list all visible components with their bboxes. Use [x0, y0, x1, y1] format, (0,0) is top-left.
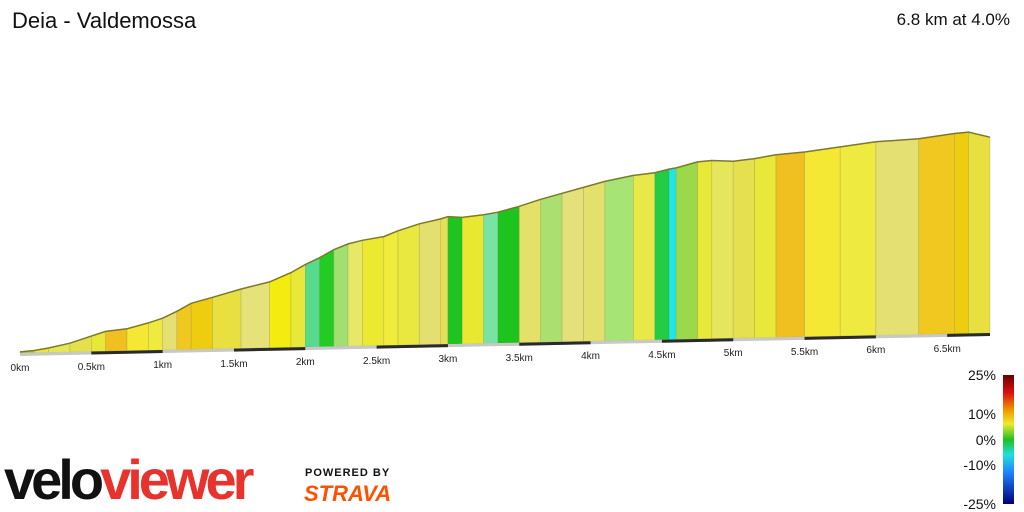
veloviewer-logo: veloviewer	[4, 448, 254, 511]
profile-segment	[212, 288, 242, 350]
x-tick-label: 4.5km	[648, 349, 676, 361]
profile-segment	[304, 257, 320, 348]
profile-segment	[126, 322, 149, 352]
profile-segment	[518, 198, 542, 344]
elevation-chart	[19, 131, 991, 356]
profile-segment	[461, 214, 484, 345]
grade-scale-label: -10%	[963, 457, 996, 474]
profile-segment	[190, 296, 213, 350]
profile-segment	[754, 154, 777, 339]
grade-scale-label: 0%	[975, 431, 996, 448]
profile-segment	[383, 230, 399, 346]
grade-color-scale	[1003, 375, 1014, 504]
route-title: Deia - Valdemossa	[12, 8, 197, 33]
x-tick-label: 6km	[866, 345, 886, 357]
profile-segment	[633, 172, 656, 341]
profile-segment	[968, 131, 991, 334]
profile-segment	[775, 151, 805, 338]
profile-segment	[839, 141, 877, 337]
profile-segment	[397, 223, 420, 346]
x-tick-label: 3km	[438, 354, 458, 366]
profile-segment	[918, 133, 955, 335]
profile-segment	[668, 167, 677, 340]
profile-segment	[497, 205, 520, 344]
route-summary: 6.8 km at 4.0%	[896, 10, 1010, 29]
powered-by-label: POWERED BY	[305, 467, 391, 479]
x-tick-label: 2km	[295, 357, 315, 369]
x-tick-label: 0km	[10, 363, 30, 374]
profile-segment	[875, 138, 920, 336]
profile-segment	[148, 317, 163, 351]
x-tick-label: 6.5km	[933, 343, 961, 355]
profile-segment	[675, 161, 698, 340]
profile-segment	[483, 211, 499, 344]
profile-segment	[333, 243, 349, 347]
profile-segment	[105, 328, 128, 352]
profile-segment	[540, 192, 563, 343]
x-tick-label: 3.5km	[505, 352, 533, 364]
distance-marker	[233, 347, 306, 352]
x-tick-label: 5.5km	[790, 346, 819, 358]
profile-segment	[583, 181, 606, 342]
grade-scale-label: 25%	[967, 367, 996, 383]
profile-segment	[804, 146, 841, 338]
distance-marker	[661, 338, 734, 343]
profile-segment	[269, 272, 292, 349]
distance-marker	[519, 341, 591, 346]
profile-segment	[419, 218, 442, 346]
profile-outline	[19, 131, 991, 353]
profile-segment	[654, 168, 670, 341]
profile-segment	[697, 160, 713, 340]
profile-segment	[240, 281, 270, 349]
x-tick-label: 4km	[581, 351, 601, 363]
profile-segment	[440, 216, 449, 345]
distance-marker	[91, 350, 163, 355]
x-tick-label: 5km	[723, 348, 743, 360]
x-tick-label: 0.5km	[77, 361, 105, 373]
profile-segment	[953, 131, 969, 335]
x-tick-label: 1.5km	[220, 358, 248, 370]
distance-marker	[376, 344, 448, 349]
strava-logo: STRAVA	[304, 481, 392, 506]
profile-segment	[604, 175, 634, 342]
profile-segment	[711, 160, 734, 340]
profile-segment	[319, 249, 335, 348]
distance-marker	[804, 335, 876, 340]
profile-segment	[362, 236, 385, 347]
x-tick-label: 1km	[153, 360, 173, 372]
profile-segment	[347, 239, 363, 347]
profile-segment	[732, 158, 755, 339]
grade-scale-label: -25%	[963, 496, 996, 512]
grade-scale-label: 10%	[967, 405, 996, 422]
distance-marker	[947, 333, 991, 337]
profile-segment	[447, 216, 463, 345]
x-tick-label: 2.5km	[362, 355, 391, 367]
profile-segment	[69, 335, 92, 353]
profile-segment	[290, 264, 306, 348]
profile-segment	[561, 187, 584, 343]
